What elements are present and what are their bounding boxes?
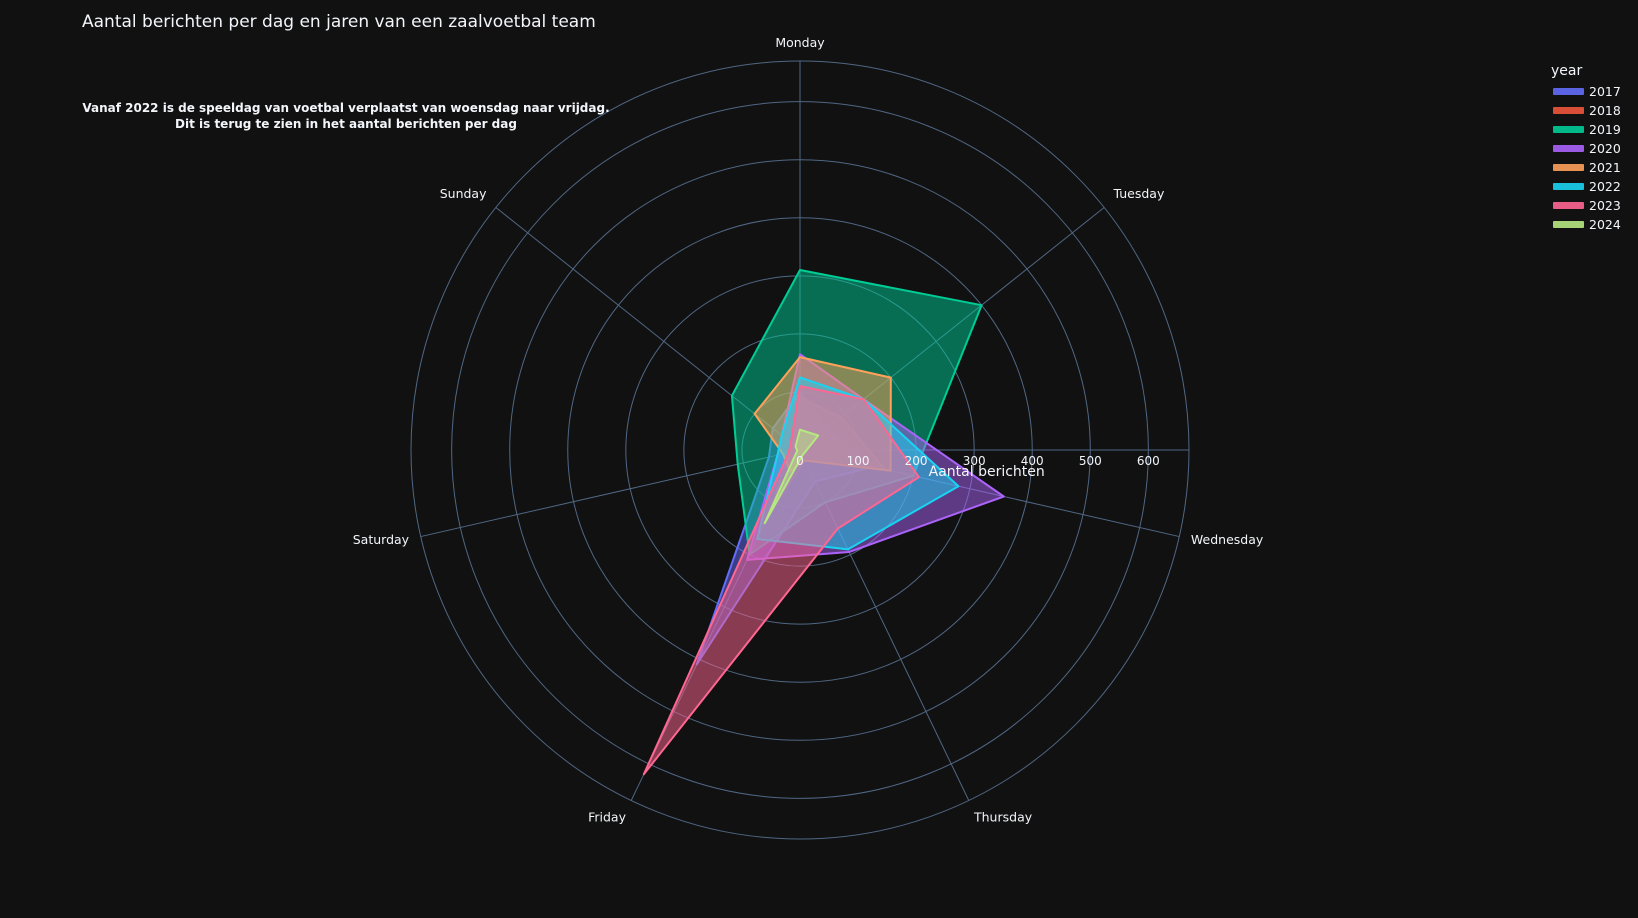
radial-axis-title: Aantal berichten bbox=[929, 464, 1045, 480]
radial-tick-label: 300 bbox=[963, 454, 986, 468]
legend-label: 2020 bbox=[1589, 141, 1621, 156]
legend-swatch bbox=[1553, 126, 1584, 133]
legend-swatch bbox=[1553, 107, 1584, 114]
radial-tick-label: 500 bbox=[1079, 454, 1102, 468]
legend-swatch bbox=[1553, 221, 1584, 228]
legend-item-2020[interactable]: 2020 bbox=[1551, 139, 1621, 158]
legend-swatch bbox=[1553, 145, 1584, 152]
annotation-line-1: Vanaf 2022 is de speeldag van voetbal ve… bbox=[82, 101, 610, 115]
legend-label: 2021 bbox=[1589, 160, 1621, 175]
legend-label: 2017 bbox=[1589, 84, 1621, 99]
legend-item-2017[interactable]: 2017 bbox=[1551, 82, 1621, 101]
legend-item-2019[interactable]: 2019 bbox=[1551, 120, 1621, 139]
axis-labels: 0 100 200 300 400 500 600 Aantal berichten Monda… bbox=[353, 35, 1264, 824]
chart-annotation: Vanaf 2022 is de speeldag van voetbal ve… bbox=[82, 100, 609, 132]
day-label-thursday: Thursday bbox=[973, 809, 1033, 824]
legend-swatch bbox=[1553, 202, 1584, 209]
radial-tick-label: 0 bbox=[796, 454, 804, 468]
day-label-wednesday: Wednesday bbox=[1191, 532, 1264, 547]
series-layer bbox=[642, 269, 1005, 776]
legend-label: 2022 bbox=[1589, 179, 1621, 194]
radial-tick-label: 400 bbox=[1021, 454, 1044, 468]
legend-swatch bbox=[1553, 164, 1584, 171]
series-2024-area bbox=[763, 428, 820, 525]
radial-tick-label: 100 bbox=[847, 454, 870, 468]
day-label-tuesday: Tuesday bbox=[1113, 186, 1165, 201]
legend-item-2024[interactable]: 2024 bbox=[1551, 215, 1621, 234]
day-label-friday: Friday bbox=[588, 809, 626, 824]
legend-title: year bbox=[1551, 63, 1583, 79]
day-label-saturday: Saturday bbox=[353, 532, 410, 547]
legend-swatch bbox=[1553, 88, 1584, 95]
legend-label: 2023 bbox=[1589, 198, 1621, 213]
legend-label: 2024 bbox=[1589, 217, 1621, 232]
legend: year 2017 2018 2019 2020 2021 2022 2023 … bbox=[1551, 63, 1621, 234]
legend-item-2018[interactable]: 2018 bbox=[1551, 101, 1621, 120]
legend-item-2023[interactable]: 2023 bbox=[1551, 196, 1621, 215]
day-label-sunday: Sunday bbox=[440, 186, 487, 201]
legend-item-2021[interactable]: 2021 bbox=[1551, 158, 1621, 177]
legend-label: 2019 bbox=[1589, 122, 1621, 137]
series-2023-area bbox=[642, 385, 920, 776]
legend-item-2022[interactable]: 2022 bbox=[1551, 177, 1621, 196]
legend-swatch bbox=[1553, 183, 1584, 190]
legend-label: 2018 bbox=[1589, 103, 1621, 118]
annotation-line-2: Dit is terug te zien in het aantal beric… bbox=[175, 117, 517, 131]
chart-title: Aantal berichten per dag en jaren van ee… bbox=[82, 12, 596, 32]
day-label-monday: Monday bbox=[775, 35, 825, 50]
radial-tick-label: 600 bbox=[1137, 454, 1160, 468]
radial-tick-label: 200 bbox=[905, 454, 928, 468]
